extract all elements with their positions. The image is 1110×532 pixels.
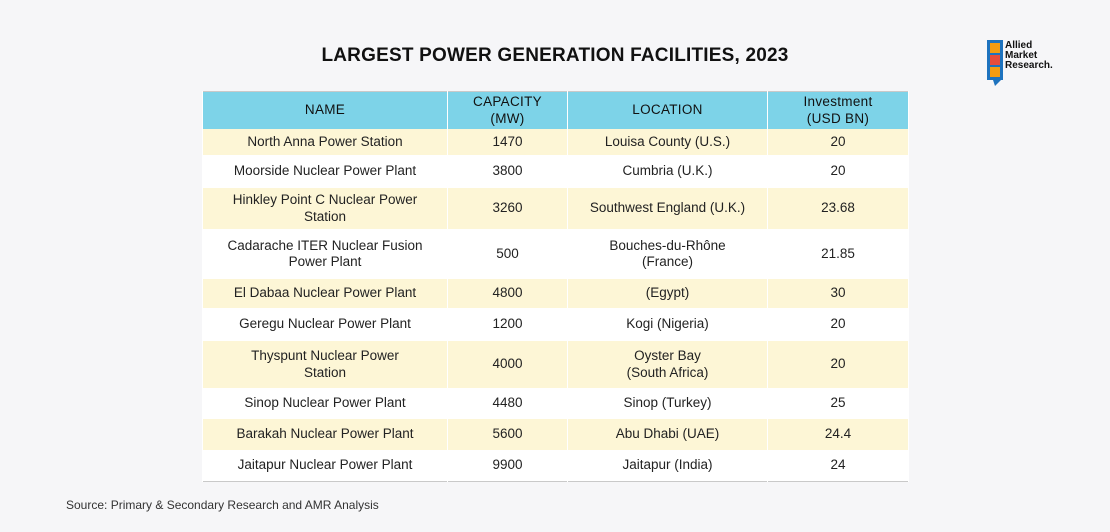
cell-investment: 20 — [767, 308, 909, 341]
logo-text-line1: Allied — [1005, 40, 1033, 51]
cell-location: Abu Dhabi (UAE) — [567, 419, 768, 450]
cell-investment: 24.4 — [767, 419, 909, 450]
cell-capacity: 4000 — [447, 341, 568, 388]
logo-text-line3: Research. — [1005, 60, 1053, 71]
cell-location: (Egypt) — [567, 279, 768, 308]
cell-investment: 20 — [767, 341, 909, 388]
cell-location: Bouches-du-Rhône (France) — [567, 229, 768, 279]
cell-location: Louisa County (U.S.) — [567, 129, 768, 155]
cell-location: Oyster Bay (South Africa) — [567, 341, 768, 388]
chart-title: LARGEST POWER GENERATION FACILITIES, 202… — [321, 45, 789, 66]
cell-name: North Anna Power Station — [202, 129, 448, 155]
cell-name: Barakah Nuclear Power Plant — [202, 419, 448, 450]
cell-capacity: 1470 — [447, 129, 568, 155]
cell-investment: 20 — [767, 129, 909, 155]
table-row: Geregu Nuclear Power Plant 1200 Kogi (Nige… — [202, 308, 909, 341]
table-row: North Anna Power Station 1470 Louisa Count… — [202, 129, 909, 155]
cell-location: Kogi (Nigeria) — [567, 308, 768, 341]
cell-name: Cadarache ITER Nuclear Fusion Power Plan… — [202, 229, 448, 279]
column-header-location: LOCATION — [567, 91, 768, 129]
cell-capacity: 1200 — [447, 308, 568, 341]
logo-text-line2: Market — [1005, 50, 1038, 61]
cell-investment: 24 — [767, 450, 909, 481]
cell-capacity: 3800 — [447, 155, 568, 188]
table-row: Thyspunt Nuclear Power Station 4000 Oyster… — [202, 341, 909, 388]
table-row: Jaitapur Nuclear Power Plant 9900 Jaitapur… — [202, 450, 909, 481]
cell-investment: 25 — [767, 388, 909, 419]
column-header-investment: Investment (USD BN) — [767, 91, 909, 129]
table-row: Hinkley Point C Nuclear Power Station 326… — [202, 188, 909, 229]
cell-investment: 30 — [767, 279, 909, 308]
cell-investment: 21.85 — [767, 229, 909, 279]
cell-location: Southwest England (U.K.) — [567, 188, 768, 229]
source-note: Source: Primary & Secondary Research and… — [66, 498, 379, 512]
table-row: Sinop Nuclear Power Plant 4480 Sinop (Turk… — [202, 388, 909, 419]
table-row: Cadarache ITER Nuclear Fusion Power Plan… — [202, 229, 909, 279]
cell-name: Geregu Nuclear Power Plant — [202, 308, 448, 341]
cell-location: Sinop (Turkey) — [567, 388, 768, 419]
table-body: North Anna Power Station 1470 Louisa Count… — [202, 129, 909, 481]
cell-location: Jaitapur (India) — [567, 450, 768, 481]
cell-investment: 20 — [767, 155, 909, 188]
logo-icon — [987, 40, 1003, 86]
table-header-row: NAME CAPACITY (MW) LOCATION Investment (… — [202, 91, 909, 129]
cell-name: Sinop Nuclear Power Plant — [202, 388, 448, 419]
cell-capacity: 9900 — [447, 450, 568, 481]
cell-name: Moorside Nuclear Power Plant — [202, 155, 448, 188]
allied-market-research-logo: Allied Market Research. — [985, 38, 1085, 88]
cell-capacity: 3260 — [447, 188, 568, 229]
cell-location: Cumbria (U.K.) — [567, 155, 768, 188]
cell-name: Thyspunt Nuclear Power Station — [202, 341, 448, 388]
cell-investment: 23.68 — [767, 188, 909, 229]
column-header-name: NAME — [202, 91, 448, 129]
cell-name: Jaitapur Nuclear Power Plant — [202, 450, 448, 481]
facilities-table: NAME CAPACITY (MW) LOCATION Investment (… — [202, 91, 909, 482]
table-row: Barakah Nuclear Power Plant 5600 Abu Dhabi… — [202, 419, 909, 450]
cell-capacity: 5600 — [447, 419, 568, 450]
cell-capacity: 4480 — [447, 388, 568, 419]
cell-capacity: 4800 — [447, 279, 568, 308]
table-row: El Dabaa Nuclear Power Plant 4800 (Egypt) 3… — [202, 279, 909, 308]
cell-name: Hinkley Point C Nuclear Power Station — [202, 188, 448, 229]
cell-capacity: 500 — [447, 229, 568, 279]
cell-name: El Dabaa Nuclear Power Plant — [202, 279, 448, 308]
table-row: Moorside Nuclear Power Plant 3800 Cumbria … — [202, 155, 909, 188]
column-header-capacity: CAPACITY (MW) — [447, 91, 568, 129]
